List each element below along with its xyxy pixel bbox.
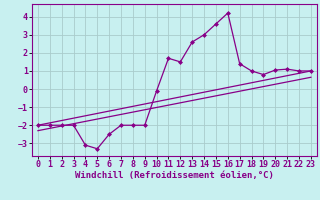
X-axis label: Windchill (Refroidissement éolien,°C): Windchill (Refroidissement éolien,°C) xyxy=(75,171,274,180)
